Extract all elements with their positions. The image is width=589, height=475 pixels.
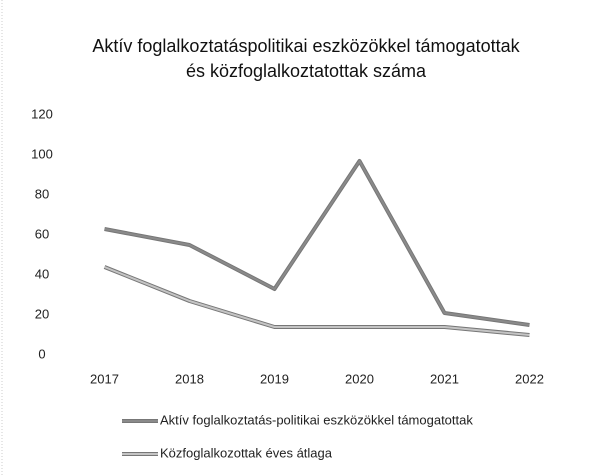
chart-title: Aktív foglalkoztatáspolitikai eszközökke… [92,36,520,56]
y-tick-label: 60 [35,226,49,241]
series-line [104,266,530,336]
x-tick-label: 2020 [345,371,374,386]
legend-label: Közfoglalkozottak éves átlaga [160,445,333,460]
y-tick-label: 40 [35,266,49,281]
series-line-outline [103,265,530,337]
x-tick-label: 2017 [90,371,119,386]
y-tick-label: 20 [35,306,49,321]
chart-title: és közfoglalkoztatottak száma [186,61,427,81]
x-tick-label: 2019 [260,371,289,386]
x-tick-label: 2018 [175,371,204,386]
y-tick-label: 100 [31,146,53,161]
x-tick-label: 2022 [515,371,544,386]
legend-label: Aktív foglalkoztatás-politikai eszközökk… [160,412,473,427]
y-tick-label: 120 [31,106,53,121]
x-tick-label: 2021 [430,371,459,386]
series-line-outline [104,159,530,327]
y-tick-label: 0 [38,346,45,361]
series-line [104,160,530,326]
y-tick-label: 80 [35,186,49,201]
